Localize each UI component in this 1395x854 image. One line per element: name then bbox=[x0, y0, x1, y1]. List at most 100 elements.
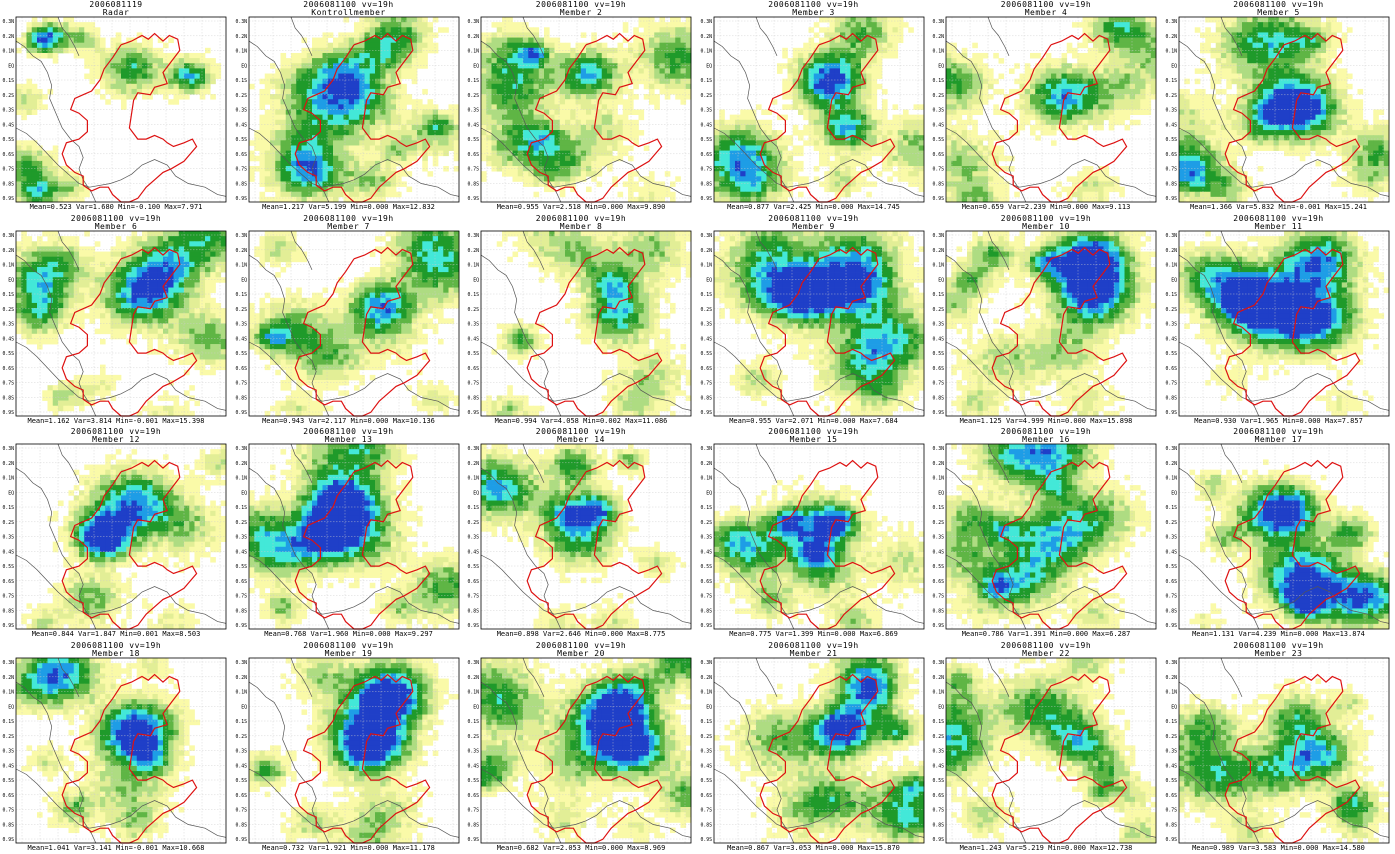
precip-cell bbox=[559, 119, 566, 126]
precip-cell bbox=[967, 176, 973, 182]
precip-cell bbox=[724, 171, 730, 177]
precip-cell bbox=[913, 124, 919, 131]
precip-cell bbox=[586, 171, 592, 177]
precip-cell bbox=[724, 140, 730, 146]
precip-cell bbox=[1077, 124, 1083, 131]
precip-cell bbox=[507, 145, 513, 151]
precip-cell bbox=[855, 181, 861, 187]
precip-cell bbox=[670, 27, 676, 33]
precip-cell bbox=[617, 114, 624, 121]
precip-cell bbox=[152, 58, 159, 64]
precip-cell bbox=[649, 52, 655, 59]
precip-cell bbox=[946, 160, 952, 167]
precip-cell bbox=[802, 58, 809, 64]
precip-cell bbox=[1231, 27, 1237, 33]
precip-cell bbox=[1098, 109, 1104, 115]
precip-cell bbox=[734, 181, 741, 187]
precip-cell bbox=[680, 99, 687, 105]
precip-cell bbox=[750, 150, 756, 157]
precip-cell bbox=[1330, 73, 1337, 80]
precip-cell bbox=[1320, 78, 1326, 85]
precip-cell bbox=[400, 155, 407, 162]
precip-cell bbox=[1262, 27, 1269, 33]
precip-cell bbox=[295, 78, 302, 85]
precip-cell bbox=[1241, 32, 1248, 38]
precip-cell bbox=[1093, 63, 1099, 69]
precip-cell bbox=[395, 47, 402, 54]
precip-cell bbox=[327, 196, 333, 203]
precip-cell bbox=[517, 155, 524, 162]
precip-cell bbox=[1098, 27, 1104, 33]
precip-cell bbox=[105, 58, 111, 64]
precip-cell bbox=[369, 73, 375, 80]
precip-cell bbox=[1072, 68, 1078, 74]
precip-cell bbox=[358, 47, 365, 54]
precip-cell bbox=[544, 140, 550, 146]
precip-cell bbox=[570, 73, 576, 80]
precip-cell bbox=[977, 160, 984, 167]
precip-cell bbox=[264, 130, 270, 136]
precip-cell bbox=[591, 155, 597, 162]
precip-cell bbox=[1072, 83, 1078, 90]
precip-cell bbox=[554, 145, 561, 151]
precip-cell bbox=[1304, 63, 1311, 69]
precip-cell bbox=[369, 191, 375, 198]
precip-cell bbox=[152, 78, 159, 85]
precip-cell bbox=[322, 73, 328, 80]
precip-cell bbox=[913, 104, 919, 110]
precip-cell bbox=[173, 83, 180, 90]
precip-cell bbox=[654, 186, 660, 193]
precip-cell bbox=[1283, 17, 1290, 23]
precip-cell bbox=[1220, 73, 1227, 80]
precip-cell bbox=[1288, 58, 1295, 64]
precip-cell bbox=[1014, 63, 1020, 69]
precip-cell bbox=[390, 78, 396, 85]
precip-cell bbox=[142, 58, 148, 64]
precip-cell bbox=[1304, 27, 1311, 33]
precip-cell bbox=[1325, 83, 1332, 90]
precip-cell bbox=[607, 63, 613, 69]
precip-cell bbox=[544, 37, 550, 44]
precip-cell bbox=[993, 181, 999, 187]
precip-cell bbox=[322, 68, 328, 74]
precip-cell bbox=[1341, 99, 1347, 105]
precip-cell bbox=[1030, 109, 1036, 115]
precip-cell bbox=[411, 68, 417, 74]
precip-cell bbox=[766, 160, 772, 167]
precip-cell bbox=[121, 42, 127, 49]
precip-cell bbox=[364, 150, 370, 157]
precip-cell bbox=[1178, 109, 1185, 115]
precip-cell bbox=[110, 68, 117, 74]
precip-cell bbox=[781, 186, 788, 193]
precip-cell bbox=[311, 135, 318, 141]
precip-cell bbox=[343, 109, 349, 115]
precip-cell bbox=[860, 94, 867, 100]
precip-cell bbox=[993, 88, 999, 95]
precip-cell bbox=[84, 73, 90, 80]
precip-cell bbox=[622, 124, 629, 131]
precip-cell bbox=[1114, 63, 1120, 69]
precip-cell bbox=[327, 166, 333, 172]
precip-cell bbox=[316, 104, 323, 110]
precip-cell bbox=[718, 145, 725, 151]
precip-cell bbox=[1262, 52, 1269, 59]
precip-cell bbox=[306, 145, 312, 151]
precip-cell bbox=[142, 88, 148, 95]
precip-cell bbox=[1304, 32, 1311, 38]
precip-cell bbox=[1252, 68, 1258, 74]
precip-cell bbox=[1215, 78, 1221, 85]
precip-cell bbox=[601, 119, 608, 126]
precip-cell bbox=[538, 166, 545, 172]
precip-cell bbox=[348, 88, 354, 95]
precip-cell bbox=[823, 181, 830, 187]
precip-cell bbox=[306, 73, 312, 80]
precip-cell bbox=[1014, 104, 1020, 110]
panel-run-label: 2006081100 vv=19h bbox=[1163, 0, 1395, 9]
precip-cell bbox=[259, 119, 265, 126]
precip-cell bbox=[670, 52, 676, 59]
precip-cell bbox=[1114, 47, 1120, 54]
precip-cell bbox=[818, 160, 825, 167]
precip-cell bbox=[210, 78, 216, 85]
precip-cell bbox=[269, 109, 276, 115]
precip-cell bbox=[1103, 58, 1110, 64]
